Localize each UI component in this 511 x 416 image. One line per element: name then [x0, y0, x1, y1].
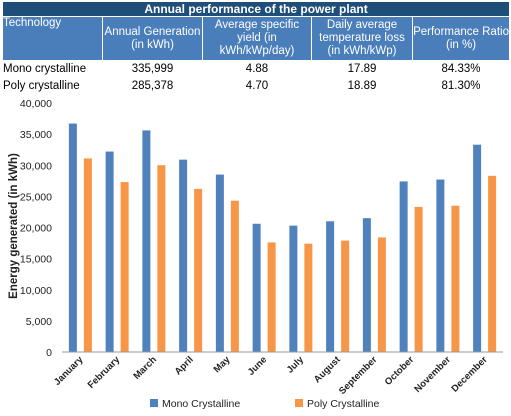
bar-poly — [83, 158, 92, 352]
bar-poly — [304, 243, 313, 352]
x-axis-ticks: January February March April May June July Augu… — [52, 354, 490, 397]
legend-label-mono: Mono Crystalline — [162, 398, 240, 410]
bar-poly — [488, 175, 497, 352]
bar-mono — [326, 221, 335, 352]
energy-bar-chart: Energy generated (in kWh) 0 5,000 10,000 15… — [8, 98, 503, 410]
legend: Mono Crystalline Poly Crystalline — [150, 398, 380, 410]
bar-mono — [473, 144, 482, 352]
y-tick-label: 10,000 — [20, 285, 52, 297]
table-title: Annual performance of the power plant — [1, 1, 511, 17]
bar-mono — [179, 159, 188, 352]
x-tick-label: September — [337, 354, 380, 397]
bar-poly — [341, 240, 350, 352]
bar-mono — [362, 218, 371, 352]
x-tick-label: January — [52, 354, 86, 388]
bar-mono — [252, 223, 261, 352]
table-row-mono: Mono crystalline 335,999 4.88 17.89 84.3… — [2, 60, 511, 78]
bar-mono — [289, 225, 298, 352]
cell-annual-generation: 335,999 — [102, 60, 203, 78]
x-tick-label: October — [383, 354, 417, 388]
y-tick-label: 35,000 — [20, 129, 52, 141]
x-tick-label: July — [285, 354, 307, 376]
bar-mono — [436, 179, 445, 352]
y-tick-label: 30,000 — [20, 160, 52, 172]
x-tick-label: December — [449, 354, 489, 394]
cell-specific-yield: 4.70 — [202, 77, 312, 95]
x-tick-label: April — [173, 354, 196, 377]
x-tick-label: March — [131, 354, 159, 382]
bar-poly — [451, 205, 460, 352]
y-tick-label: 40,000 — [20, 98, 52, 110]
cell-temperature-loss: 18.89 — [311, 77, 413, 95]
bar-poly — [230, 200, 239, 352]
header-technology: Technology — [2, 16, 103, 61]
bar-poly — [267, 242, 276, 352]
cell-temperature-loss: 17.89 — [311, 60, 413, 78]
table-row-poly: Poly crystalline 285,378 4.70 18.89 81.3… — [2, 77, 511, 95]
x-tick-label: November — [412, 354, 453, 395]
cell-specific-yield: 4.88 — [202, 60, 312, 78]
bars-group — [68, 123, 497, 352]
y-axis-ticks: 0 5,000 10,000 15,000 20,000 25,000 30,000 35,0… — [20, 98, 52, 359]
bar-poly — [120, 182, 129, 352]
legend-swatch-poly — [295, 399, 303, 407]
header-performance-ratio: Performance Ratio (in %) — [411, 16, 511, 61]
table-header-row: Technology Annual Generation (in kWh) Av… — [2, 16, 511, 61]
cell-performance-ratio: 81.30% — [411, 77, 511, 95]
legend-swatch-mono — [150, 399, 158, 407]
bar-mono — [105, 151, 114, 352]
bar-poly — [157, 165, 166, 352]
y-tick-label: 15,000 — [20, 254, 52, 266]
y-tick-label: 25,000 — [20, 191, 52, 203]
x-tick-label: May — [212, 354, 233, 375]
performance-table: Annual performance of the power plant Te… — [1, 1, 511, 95]
y-tick-label: 20,000 — [20, 223, 52, 235]
cell-performance-ratio: 84.33% — [411, 60, 511, 78]
header-specific-yield: Average specific yield (in kWh/kWp/day) — [202, 16, 312, 61]
cell-technology: Poly crystalline — [2, 77, 103, 95]
bar-mono — [215, 174, 224, 352]
bar-mono — [399, 181, 408, 352]
bar-poly — [377, 237, 386, 352]
x-tick-label: June — [246, 354, 269, 377]
x-tick-label: February — [86, 354, 123, 391]
x-tick-label: August — [312, 354, 344, 386]
cell-annual-generation: 285,378 — [102, 77, 203, 95]
legend-label-poly: Poly Crystalline — [307, 398, 380, 410]
bar-mono — [68, 123, 77, 352]
cell-technology: Mono crystalline — [2, 60, 103, 78]
y-axis-label: Energy generated (in kWh) — [8, 153, 20, 299]
y-tick-label: 0 — [46, 347, 52, 359]
header-temperature-loss: Daily average temperature loss (in kWh/k… — [311, 16, 413, 61]
bar-poly — [194, 188, 203, 352]
bar-mono — [142, 130, 151, 352]
y-tick-label: 5,000 — [26, 316, 52, 328]
header-annual-generation: Annual Generation (in kWh) — [102, 16, 203, 61]
bar-poly — [414, 206, 423, 352]
